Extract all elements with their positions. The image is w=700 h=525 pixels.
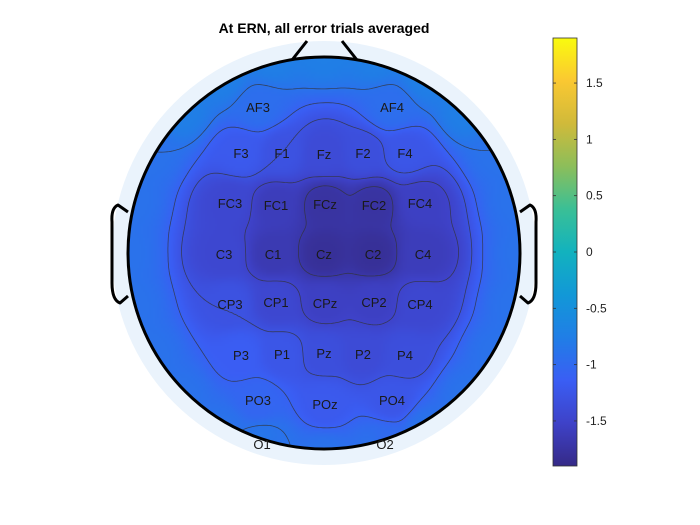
electrode-label-cpz: CPz — [313, 296, 338, 311]
head-outline — [110, 40, 538, 451]
left-ear — [110, 203, 129, 305]
contour-line — [167, 102, 484, 429]
colorbar-tick-label: 1 — [586, 132, 593, 146]
electrode-label-p2: P2 — [355, 347, 371, 362]
colorbar: 1.5 1 0.5 0 -0.5 -1 -1.5 — [552, 37, 607, 467]
electrode-label-fcz: FCz — [313, 197, 337, 212]
contour-line — [298, 185, 398, 277]
electrode-label-f2: F2 — [355, 146, 370, 161]
electrode-label-c3: C3 — [216, 247, 233, 262]
colorbar-tick-label: 1.5 — [586, 76, 603, 90]
electrode-label-p4: P4 — [397, 348, 413, 363]
electrode-label-c1: C1 — [265, 247, 282, 262]
head-circle — [126, 55, 522, 451]
electrode-label-c2: C2 — [365, 247, 382, 262]
chart-title: At ERN, all error trials averaged — [219, 20, 430, 36]
colorbar-tick-label: -1 — [586, 358, 597, 372]
electrode-label-f4: F4 — [397, 146, 412, 161]
electrode-label-fc1: FC1 — [264, 198, 289, 213]
contour-line — [181, 118, 473, 386]
electrode-label-cp1: CP1 — [263, 295, 288, 310]
electrode-label-po4: PO4 — [379, 393, 405, 408]
electrode-label-o2: O2 — [376, 437, 393, 452]
electrode-label-fc4: FC4 — [408, 196, 433, 211]
scalp-map-image — [128, 57, 520, 449]
colorbar-tick-label: -1.5 — [586, 414, 607, 428]
nose — [290, 40, 359, 61]
electrode-label-poz: POz — [312, 397, 337, 412]
electrode-label-cz: Cz — [316, 247, 332, 262]
colorbar-rect — [552, 37, 578, 467]
contour-line — [244, 176, 459, 326]
electrode-label-o1: O1 — [253, 437, 270, 452]
electrode-label-af3: AF3 — [246, 100, 270, 115]
electrode-label-fc2: FC2 — [362, 198, 387, 213]
electrode-label-c4: C4 — [415, 247, 432, 262]
colorbar-tick-label: 0 — [586, 245, 593, 259]
electrode-labels: AF3 AF4 F3 F1 Fz F2 F4 FC3 FC1 FCz FC2 FC4 C3 C1 Cz C2 C… — [216, 100, 433, 452]
electrode-label-po3: PO3 — [245, 393, 271, 408]
electrode-label-pz: Pz — [316, 346, 331, 361]
electrode-label-fc3: FC3 — [218, 196, 243, 211]
colorbar-tick-label: 0.5 — [586, 189, 603, 203]
electrode-label-af4: AF4 — [380, 100, 404, 115]
scalp-map — [128, 57, 520, 449]
electrode-label-fz: Fz — [317, 147, 331, 162]
electrode-label-cp3: CP3 — [217, 297, 242, 312]
electrode-label-cp4: CP4 — [407, 297, 432, 312]
electrode-label-p1: P1 — [274, 347, 290, 362]
electrode-label-p3: P3 — [233, 348, 249, 363]
contour-lines — [128, 84, 520, 449]
colorbar-tick-label: -0.5 — [586, 301, 607, 315]
colorbar-ticks: 1.5 1 0.5 0 -0.5 -1 -1.5 — [553, 76, 607, 428]
electrode-label-f3: F3 — [233, 146, 248, 161]
electrode-label-cp2: CP2 — [361, 295, 386, 310]
electrode-label-f1: F1 — [274, 146, 289, 161]
right-ear — [519, 203, 538, 305]
